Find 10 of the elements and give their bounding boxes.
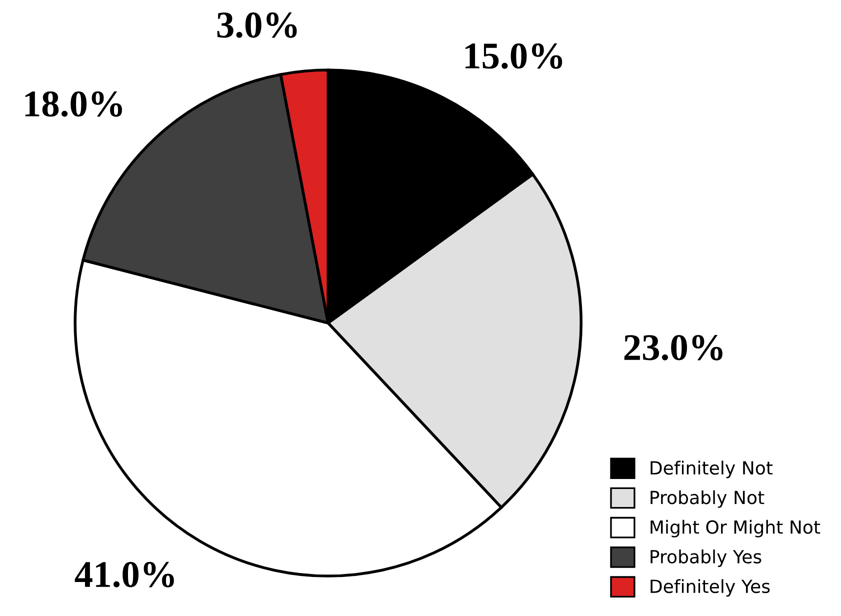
data-label: 23.0% [624, 334, 722, 360]
legend-label: Definitely Yes [650, 579, 770, 597]
data-label: 15.0% [466, 43, 562, 69]
legend-label: Might Or Might Not [650, 520, 820, 538]
data-label: 3.0% [217, 12, 297, 38]
legend-label: Probably Yes [650, 550, 762, 568]
legend-label: Definitely Not [650, 460, 773, 478]
data-label: 41.0% [74, 562, 174, 588]
legend-label: Probably Not [650, 490, 764, 508]
data-label: 18.0% [25, 91, 122, 117]
